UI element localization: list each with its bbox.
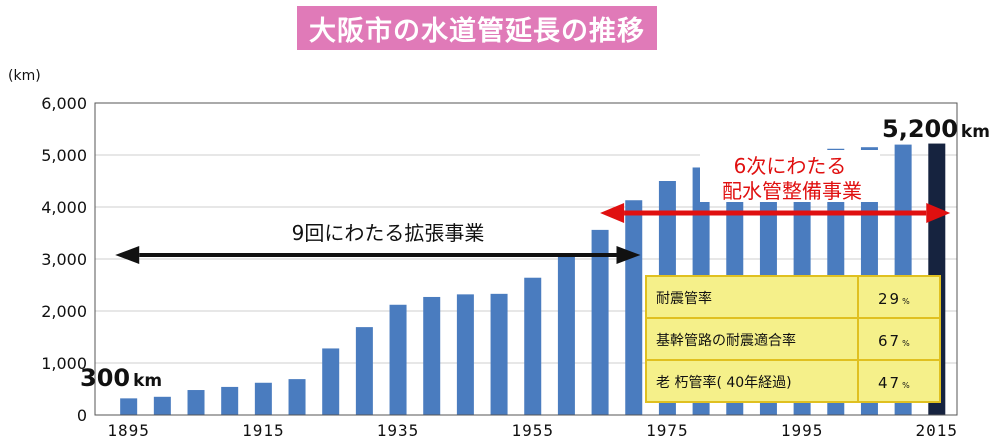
pipe-improvement-arrow-head-left bbox=[600, 203, 625, 223]
expansion-label-bg bbox=[270, 218, 506, 246]
end-value-label: 5,200 km bbox=[882, 115, 990, 143]
bar bbox=[187, 390, 205, 415]
bar bbox=[490, 293, 508, 415]
x-tick-label: 1975 bbox=[646, 421, 689, 440]
expansion-arrow-head-left bbox=[115, 246, 140, 264]
y-axis-unit: (km) bbox=[8, 68, 41, 84]
stats-table: 耐震管率 29% 基幹管路の耐震適合率 67% 老 朽管率( 40年経過) 47… bbox=[645, 275, 941, 403]
pipe-improvement-arrow: 6次にわたる 配水管整備事業 bbox=[600, 150, 951, 223]
x-tick-label: 2015 bbox=[916, 421, 959, 440]
x-ticks: 1895 1915 1935 1955 1975 1995 2015 bbox=[107, 421, 959, 440]
y-tick-label: 2,000 bbox=[41, 302, 87, 321]
bar bbox=[625, 200, 643, 415]
x-tick-label: 1915 bbox=[242, 421, 285, 440]
stats-row-2-value: 67% bbox=[878, 332, 910, 350]
x-tick-label: 1995 bbox=[781, 421, 824, 440]
y-tick-label: 5,000 bbox=[41, 146, 87, 165]
bar bbox=[557, 254, 575, 415]
y-tick-label: 4,000 bbox=[41, 198, 87, 217]
stats-table-bg bbox=[645, 275, 941, 403]
bar bbox=[389, 304, 407, 415]
x-tick-label: 1895 bbox=[107, 421, 150, 440]
bar bbox=[322, 348, 340, 415]
stats-row-3-label: 老 朽管率( 40年経過) bbox=[656, 374, 792, 391]
y-ticks: 0 1,000 2,000 3,000 4,000 5,000 6,000 bbox=[41, 94, 87, 425]
stats-row-1-label: 耐震管率 bbox=[656, 290, 712, 307]
stats-row-1-value: 29% bbox=[878, 290, 910, 308]
pipe-improvement-arrow-head-right bbox=[926, 203, 951, 223]
pipe-improvement-label-bg bbox=[700, 150, 880, 202]
chart-title: 大阪市の水道管延長の推移 bbox=[297, 6, 657, 50]
x-tick-label: 1935 bbox=[377, 421, 420, 440]
bar bbox=[355, 327, 373, 415]
bar bbox=[153, 396, 171, 415]
expansion-label: 9回にわたる拡張事業 bbox=[292, 221, 485, 245]
y-tick-label: 6,000 bbox=[41, 94, 87, 113]
bar bbox=[221, 386, 239, 415]
expansion-arrow: 9回にわたる拡張事業 bbox=[115, 218, 641, 264]
start-value-label: 300 km bbox=[80, 364, 162, 392]
pipe-improvement-label-line1: 6次にわたる bbox=[734, 154, 847, 178]
expansion-arrow-head-right bbox=[616, 246, 641, 264]
y-tick-label: 3,000 bbox=[41, 250, 87, 269]
bar bbox=[288, 379, 306, 415]
y-tick-label: 0 bbox=[77, 406, 87, 425]
bar bbox=[591, 229, 609, 415]
stats-row-2-label: 基幹管路の耐震適合率 bbox=[656, 332, 796, 349]
bar bbox=[423, 296, 441, 415]
stats-row-3-value: 47% bbox=[878, 374, 910, 392]
pipe-improvement-label-line2: 配水管整備事業 bbox=[722, 179, 862, 203]
x-tick-label: 1955 bbox=[511, 421, 554, 440]
bar bbox=[456, 294, 474, 415]
bar bbox=[524, 277, 542, 415]
y-tick-label: 1,000 bbox=[41, 354, 87, 373]
plot-border bbox=[94, 102, 958, 416]
bar bbox=[254, 382, 272, 415]
bar bbox=[120, 398, 138, 415]
